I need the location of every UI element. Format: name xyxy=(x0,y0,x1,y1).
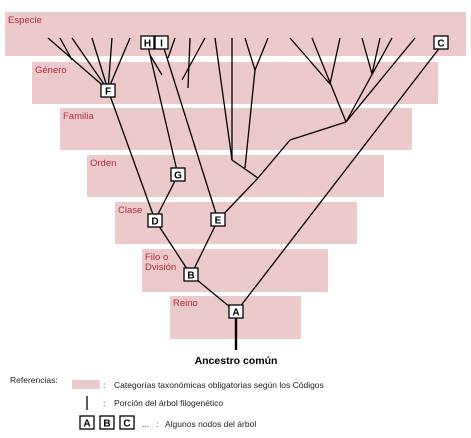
branch-f-sp xyxy=(91,37,109,91)
rank-label-clase: Clase xyxy=(118,205,142,216)
legend-band-swatch xyxy=(72,380,100,389)
branch-clade xyxy=(345,37,393,123)
svg-text:F: F xyxy=(105,87,111,98)
node-a: A xyxy=(228,304,244,319)
svg-text:H: H xyxy=(144,39,151,50)
node-d: D xyxy=(147,213,163,228)
branch-clade xyxy=(244,69,256,169)
rank-label-reino: Reino xyxy=(173,298,198,309)
branch-f-sp xyxy=(59,37,73,61)
legend-node-b: B xyxy=(99,415,115,430)
legend-node-c: C xyxy=(119,415,135,430)
branch-clade xyxy=(345,37,416,123)
legend-nodes-colon: : xyxy=(156,419,158,429)
branch-clade xyxy=(361,37,373,75)
legend-band-text: Categorías taxonómicas obligatorias segú… xyxy=(114,380,324,390)
rank-label-filo-line1: Filo o xyxy=(145,252,168,263)
branch-clade xyxy=(231,159,259,179)
branch-b-d xyxy=(154,219,192,276)
branch-clade xyxy=(257,139,291,179)
branch-f-sp xyxy=(47,37,109,91)
branch-f-sp xyxy=(107,37,113,91)
branch-clade xyxy=(254,37,269,71)
branch-g-h xyxy=(146,41,179,176)
svg-text:C: C xyxy=(123,419,130,430)
node-c: C xyxy=(433,35,449,50)
branch-d-g xyxy=(154,174,179,221)
node-e: E xyxy=(210,212,226,227)
branch-clade xyxy=(371,37,381,75)
branch-f-sp xyxy=(71,37,109,91)
legend-line-colon: : xyxy=(103,398,105,408)
branch-clade xyxy=(329,37,341,85)
svg-text:D: D xyxy=(151,217,158,228)
node-f: F xyxy=(100,83,116,98)
rank-label-orden: Orden xyxy=(90,158,116,169)
legend-node-a: A xyxy=(79,415,95,430)
rank-label-filo-line2: Dvisión xyxy=(145,262,176,273)
svg-text:A: A xyxy=(83,419,90,430)
svg-text:B: B xyxy=(187,271,194,282)
svg-text:A: A xyxy=(232,308,239,319)
branch-b-e xyxy=(190,219,219,276)
legend-ellipsis: ... xyxy=(142,419,149,429)
band-especie xyxy=(5,12,466,56)
branch-clade xyxy=(289,37,331,85)
node-g: G xyxy=(170,167,186,182)
branch-clade xyxy=(214,37,233,161)
band-orden xyxy=(87,155,384,197)
svg-text:G: G xyxy=(174,171,182,182)
rank-label-genero: Género xyxy=(35,65,67,76)
svg-text:B: B xyxy=(103,419,110,430)
branch-h-sub xyxy=(149,54,163,76)
branch-clade xyxy=(244,37,256,71)
branch-e-i xyxy=(161,41,219,221)
branch-clade xyxy=(311,37,347,123)
svg-text:C: C xyxy=(437,39,444,50)
branch-i-sub xyxy=(167,37,176,59)
branch-clade xyxy=(289,121,347,141)
rank-label-especie: Especie xyxy=(8,15,42,26)
branch-d-f xyxy=(107,89,156,221)
branch-sub xyxy=(187,37,191,89)
rank-label-familia: Familia xyxy=(63,111,94,122)
legend-line-text: Porción del árbol filogenético xyxy=(114,398,223,408)
legend-title: Referencias: xyxy=(10,375,58,385)
legend: Referencias: : Categorías taxonómicas ob… xyxy=(10,375,324,430)
legend-nodes-text: Algunos nodos del árbol xyxy=(165,419,256,429)
branch-f-sp xyxy=(107,37,131,91)
band-familia xyxy=(60,108,412,150)
node-i: I xyxy=(154,35,169,50)
node-b: B xyxy=(183,267,199,282)
svg-text:E: E xyxy=(215,216,222,227)
branch-a-c xyxy=(235,45,442,313)
branch-sub xyxy=(181,37,206,81)
legend-band-colon: : xyxy=(103,380,105,390)
root-label: Ancestro común xyxy=(195,355,278,367)
band-filo xyxy=(142,249,328,292)
node-h: H xyxy=(140,35,155,50)
svg-text:I: I xyxy=(160,39,163,50)
